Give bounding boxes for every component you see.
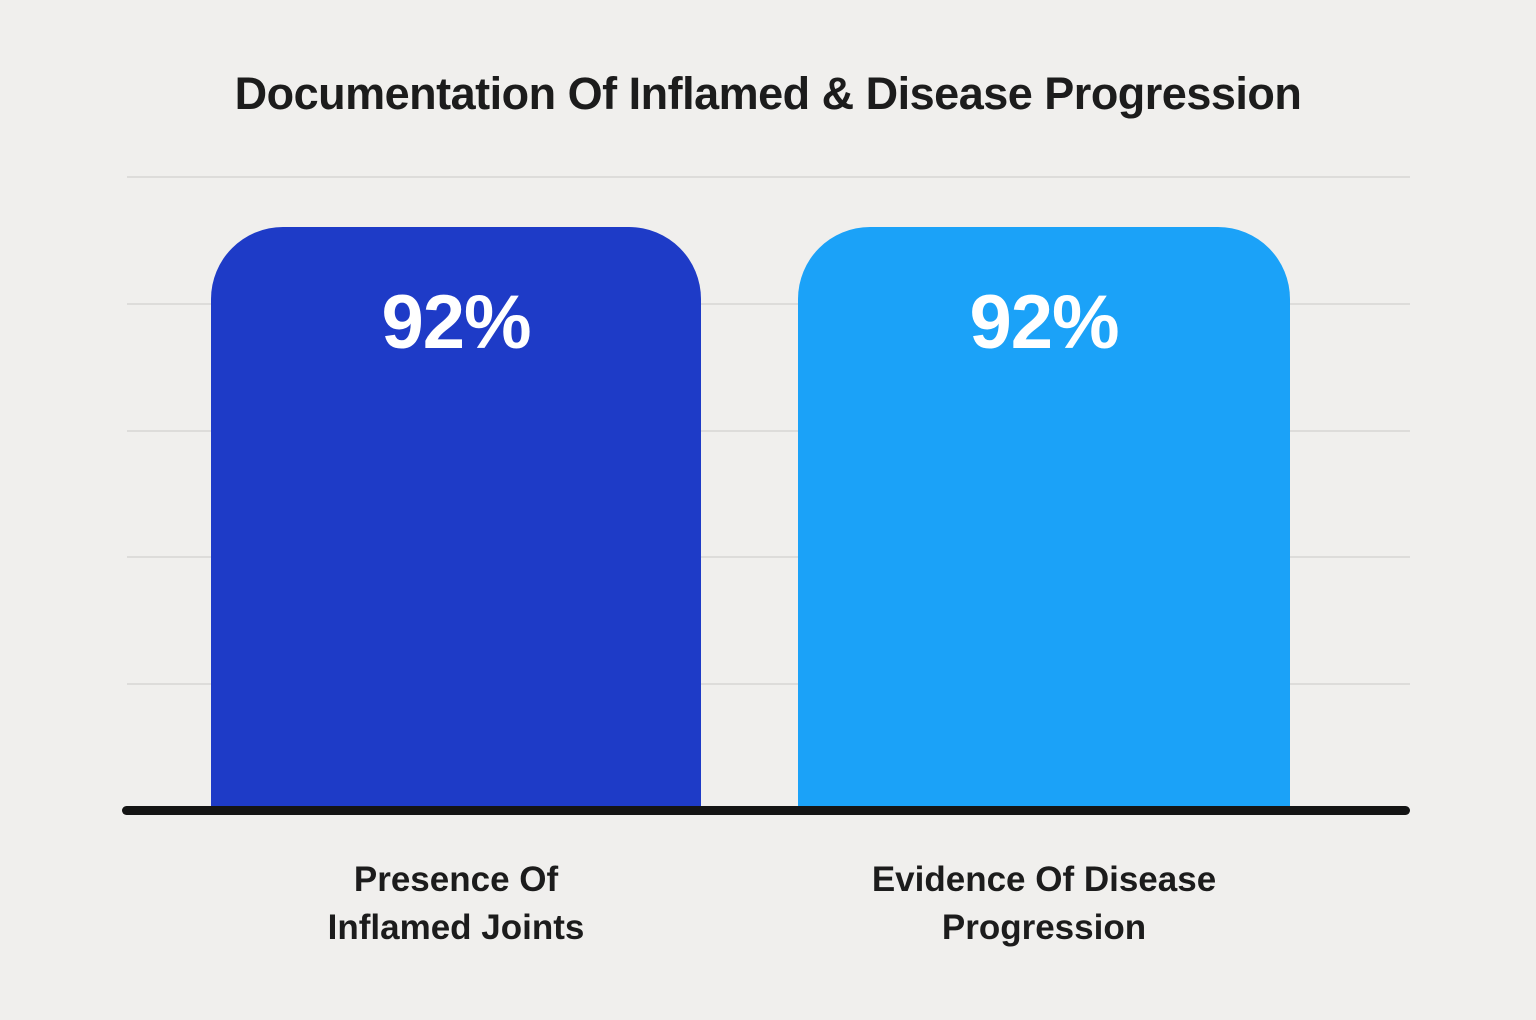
plot-area: 92% 92% [127,176,1410,810]
bar-value-label: 92% [381,279,531,365]
gridline [127,683,1410,686]
gridline [127,302,1410,305]
x-axis-baseline [122,806,1410,815]
gridline [127,556,1410,559]
bar-presence-of-inflamed-joints: 92% [211,226,701,810]
gridline [127,176,1410,178]
gridline [127,429,1410,432]
bar-value-label: 92% [969,279,1119,365]
category-label-presence-of-inflamed-joints: Presence Of Inflamed Joints [327,860,585,947]
category-labels-row: Presence Of Inflamed Joints Evidence Of … [127,856,1410,986]
bar-evidence-of-disease-progression: 92% [798,226,1290,810]
category-label-evidence-of-disease-progression: Evidence Of Disease Progression [871,860,1217,947]
chart-title: Documentation Of Inflamed & Disease Prog… [234,68,1302,119]
